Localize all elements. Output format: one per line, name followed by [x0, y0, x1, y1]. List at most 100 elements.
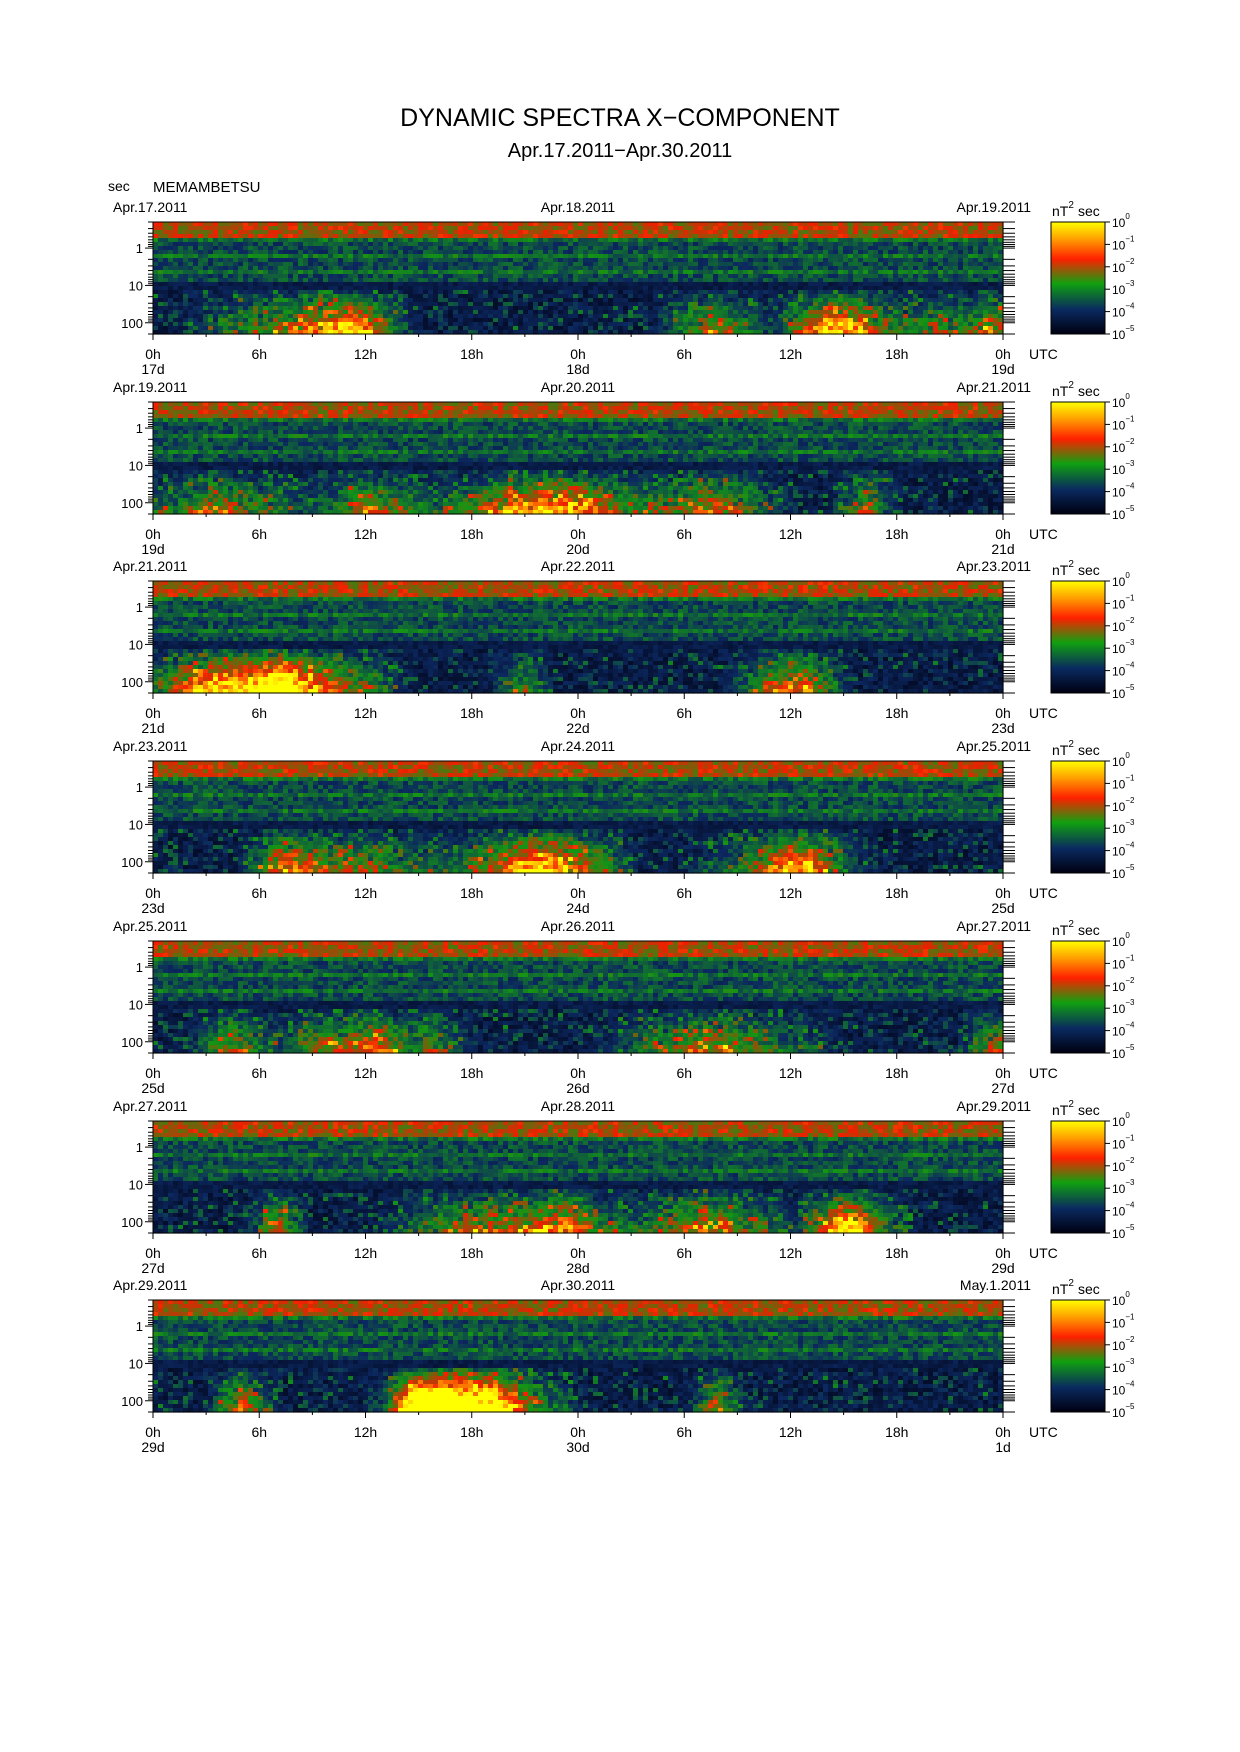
spectrum-cell	[353, 230, 359, 235]
spectrum-cell	[878, 306, 884, 311]
spectrum-cell	[798, 226, 804, 231]
spectrum-cell	[253, 274, 259, 279]
spectrum-cell	[453, 270, 459, 275]
spectrum-cell	[198, 266, 204, 271]
spectrum-cell	[958, 302, 964, 307]
spectrum-cell	[873, 270, 879, 275]
spectrum-cell	[648, 310, 654, 315]
spectrum-cell	[423, 306, 429, 311]
spectrum-cell	[883, 246, 889, 251]
spectrum-cell	[268, 298, 274, 303]
spectrum-cell	[203, 234, 209, 239]
spectrum-cell	[518, 310, 524, 315]
spectrum-cell	[453, 290, 459, 295]
spectrum-cell	[483, 222, 489, 227]
spectrum-cell	[503, 222, 509, 227]
spectrum-cell	[163, 294, 169, 299]
spectrum-cell	[618, 294, 624, 299]
spectrum-cell	[343, 282, 349, 287]
spectrum-cell	[798, 318, 804, 323]
spectrum-cell	[773, 302, 779, 307]
spectrum-cell	[568, 314, 574, 319]
spectrum-cell	[678, 258, 684, 263]
spectrum-cell	[903, 282, 909, 287]
spectrum-cell	[828, 266, 834, 271]
spectrum-cell	[893, 274, 899, 279]
spectrum-cell	[373, 234, 379, 239]
spectrum-cell	[658, 266, 664, 271]
spectrum-cell	[473, 270, 479, 275]
spectrum-cell	[283, 258, 289, 263]
spectrum-cell	[493, 246, 499, 251]
spectrum-cell	[933, 274, 939, 279]
spectrum-cell	[333, 238, 339, 243]
spectrum-cell	[393, 222, 399, 227]
spectrum-cell	[528, 250, 534, 255]
spectrum-cell	[928, 282, 934, 287]
spectrum-cell	[938, 286, 944, 291]
spectrum-cell	[623, 254, 629, 259]
spectrum-cell	[188, 290, 194, 295]
spectrum-cell	[603, 270, 609, 275]
spectrum-cell	[208, 250, 214, 255]
spectrum-cell	[528, 254, 534, 259]
spectrum-cell	[293, 262, 299, 267]
spectrum-cell	[283, 266, 289, 271]
spectrum-cell	[288, 254, 294, 259]
spectrum-cell	[693, 270, 699, 275]
spectrum-cell	[853, 306, 859, 311]
spectrum-cell	[553, 274, 559, 279]
spectrum-cell	[983, 238, 989, 243]
spectrum-cell	[878, 310, 884, 315]
spectrum-cell	[273, 258, 279, 263]
spectrum-cell	[863, 262, 869, 267]
spectrum-cell	[153, 238, 159, 243]
spectrum-cell	[448, 278, 454, 283]
spectrum-cell	[748, 298, 754, 303]
spectrum-cell	[678, 306, 684, 311]
spectrum-cell	[468, 226, 474, 231]
spectrum-cell	[908, 310, 914, 315]
spectrum-cell	[693, 242, 699, 247]
spectrum-cell	[858, 282, 864, 287]
spectrum-cell	[548, 310, 554, 315]
spectrum-cell	[948, 318, 954, 323]
spectrum-cell	[483, 278, 489, 283]
spectrum-cell	[823, 234, 829, 239]
spectrum-cell	[448, 254, 454, 259]
spectrum-cell	[313, 222, 319, 227]
spectrum-cell	[733, 318, 739, 323]
spectrum-cell	[218, 270, 224, 275]
spectrum-cell	[633, 286, 639, 291]
spectrum-cell	[513, 266, 519, 271]
spectrum-cell	[213, 278, 219, 283]
spectrum-cell	[368, 226, 374, 231]
spectrum-cell	[408, 226, 414, 231]
spectrum-cell	[688, 266, 694, 271]
spectrum-cell	[443, 226, 449, 231]
spectrum-cell	[543, 274, 549, 279]
spectrum-cell	[988, 282, 994, 287]
spectrum-cell	[923, 238, 929, 243]
spectrum-cell	[593, 282, 599, 287]
spectrum-cell	[633, 262, 639, 267]
spectrum-cell	[678, 234, 684, 239]
spectrum-cell	[938, 258, 944, 263]
spectrum-cell	[748, 286, 754, 291]
spectrum-cell	[958, 290, 964, 295]
spectrum-cell	[493, 230, 499, 235]
spectrum-cell	[413, 230, 419, 235]
spectrum-cell	[478, 270, 484, 275]
spectrum-cell	[463, 282, 469, 287]
spectrum-cell	[783, 226, 789, 231]
spectrum-cell	[948, 258, 954, 263]
spectrum-cell	[908, 294, 914, 299]
spectrum-cell	[753, 234, 759, 239]
spectrum-cell	[758, 270, 764, 275]
spectrum-cell	[943, 282, 949, 287]
spectrum-cell	[543, 302, 549, 307]
spectrum-cell	[578, 318, 584, 323]
spectrum-cell	[328, 246, 334, 251]
spectrum-cell	[173, 226, 179, 231]
spectrum-cell	[343, 242, 349, 247]
